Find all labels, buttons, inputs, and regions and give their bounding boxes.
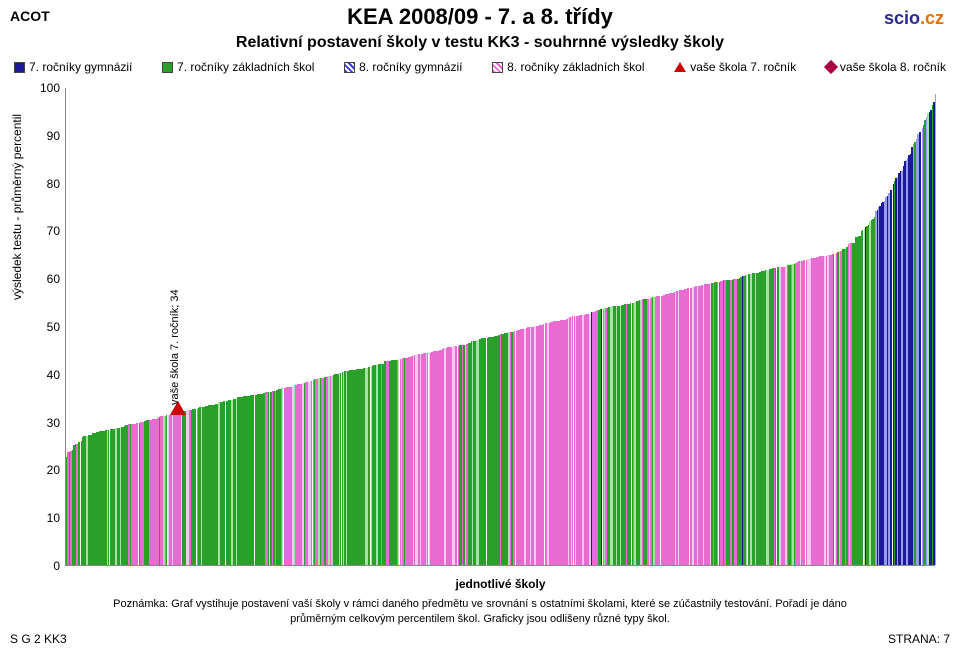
footer-bar: S G 2 KK3 STRANA: 7 — [10, 632, 950, 646]
acot-label: ACOT — [10, 8, 50, 24]
logo-cz: .cz — [920, 8, 944, 28]
legend-label: vaše škola 7. ročník — [690, 60, 796, 74]
marker-label: vaše škola 7. ročník; 34 — [169, 290, 181, 406]
legend-item: 8. ročníky základních škol — [492, 60, 644, 74]
footer-left: S G 2 KK3 — [10, 632, 67, 646]
y-tick: 0 — [30, 559, 60, 573]
y-axis-label: výsledek testu - průměrný percentil — [10, 114, 24, 300]
legend-label: 8. ročníky gymnázií — [359, 60, 462, 74]
legend-item: 7. ročníky gymnázií — [14, 60, 132, 74]
legend-swatch — [344, 62, 355, 73]
logo-scio: scio — [884, 8, 920, 28]
y-tick: 10 — [30, 511, 60, 525]
legend-label: vaše škola 8. ročník — [840, 60, 946, 74]
legend-swatch — [824, 60, 838, 74]
y-tick: 70 — [30, 224, 60, 238]
page-subtitle: Relativní postavení školy v testu KK3 - … — [10, 34, 950, 52]
y-tick: 50 — [30, 320, 60, 334]
legend-item: 8. ročníky gymnázií — [344, 60, 462, 74]
y-tick: 30 — [30, 416, 60, 430]
legend-swatch — [14, 62, 25, 73]
x-axis-label: jednotlivé školy — [66, 577, 935, 591]
legend-item: 7. ročníky základních škol — [162, 60, 314, 74]
legend-label: 8. ročníky základních škol — [507, 60, 644, 74]
y-tick: 90 — [30, 129, 60, 143]
bar — [935, 94, 936, 565]
legend-swatch — [492, 62, 503, 73]
legend-swatch — [162, 62, 173, 73]
y-tick: 20 — [30, 463, 60, 477]
legend-item: vaše škola 7. ročník — [674, 60, 796, 74]
y-tick: 40 — [30, 368, 60, 382]
y-tick: 100 — [30, 81, 60, 95]
chart-legend: 7. ročníky gymnázií 7. ročníky základních… — [0, 54, 960, 76]
logo: scio.cz — [884, 8, 944, 29]
legend-label: 7. ročníky gymnázií — [29, 60, 132, 74]
page-title: KEA 2008/09 - 7. a 8. třídy — [10, 4, 950, 30]
chart-area: jednotlivé školy 0102030405060708090100v… — [65, 88, 935, 566]
chart-bars — [66, 88, 935, 565]
y-tick: 60 — [30, 272, 60, 286]
legend-swatch — [674, 62, 686, 72]
footer-note: Poznámka: Graf vystihuje postavení vaší … — [100, 597, 860, 626]
header: ACOT KEA 2008/09 - 7. a 8. třídy Relativ… — [0, 0, 960, 54]
y-tick: 80 — [30, 177, 60, 191]
legend-label: 7. ročníky základních škol — [177, 60, 314, 74]
legend-item: vaše škola 8. ročník — [826, 60, 946, 74]
footer-right: STRANA: 7 — [888, 632, 950, 646]
